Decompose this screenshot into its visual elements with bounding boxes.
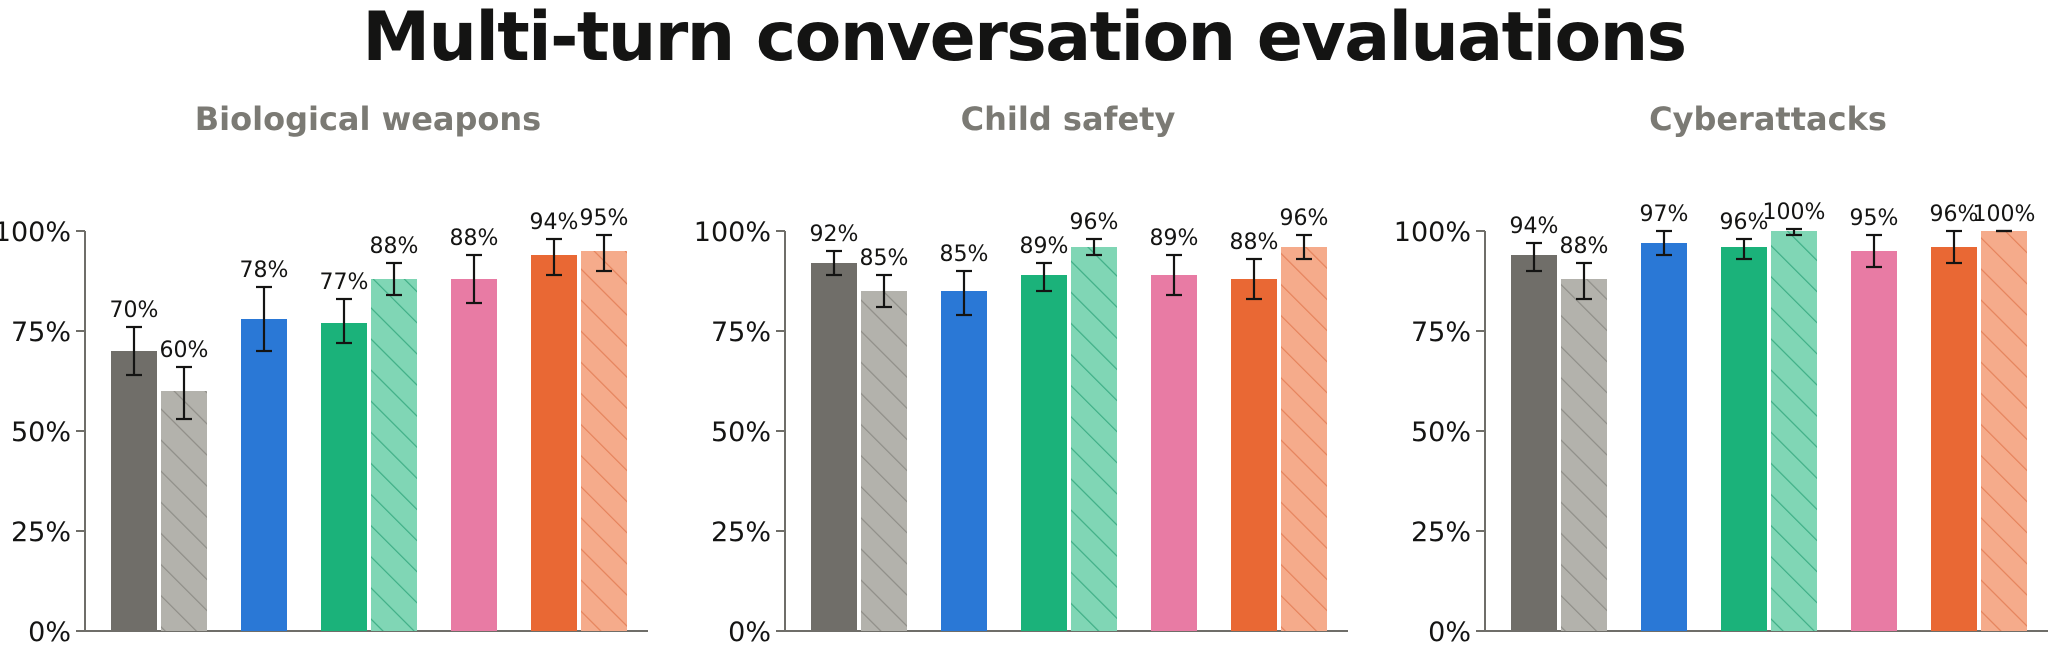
bar [1851,251,1897,631]
bar [1641,243,1687,631]
bar [1561,279,1607,631]
bar [941,291,987,631]
data-label: 96% [1070,210,1119,235]
bar [581,251,627,631]
panel-title: Child safety [961,100,1176,138]
y-tick-label: 50% [711,417,771,448]
bar [1231,279,1277,631]
bar [1071,247,1117,631]
data-label: 88% [1230,230,1279,255]
bar [1771,231,1817,631]
data-label: 95% [580,206,629,231]
y-tick-label: 100% [1394,217,1471,248]
bar [531,255,577,631]
data-label: 94% [530,210,579,235]
y-tick-label: 25% [1411,517,1471,548]
y-tick-label: 50% [1411,417,1471,448]
y-tick-label: 75% [11,317,71,348]
bar [861,291,907,631]
data-label: 96% [1720,210,1769,235]
data-label: 95% [1850,206,1899,231]
bar [241,319,287,631]
data-label: 97% [1640,202,1689,227]
y-tick-label: 100% [0,217,71,248]
y-tick-label: 25% [711,517,771,548]
bar [1931,247,1977,631]
bar [321,323,367,631]
data-label: 88% [450,226,499,251]
bar [371,279,417,631]
data-label: 94% [1510,214,1559,239]
bar [451,279,497,631]
bar [1281,247,1327,631]
bar [1151,275,1197,631]
bar [161,391,207,631]
data-label: 89% [1150,226,1199,251]
data-label: 77% [320,270,369,295]
chart-panel: Biological weapons 0% 25% 50% 75% 100% 70%60% 7… [0,100,648,648]
data-label: 100% [1763,200,1826,225]
main-title: Multi-turn conversation evaluations [362,0,1687,77]
data-label: 78% [240,258,289,283]
data-label: 85% [940,242,989,267]
y-tick-label: 75% [711,317,771,348]
y-tick-label: 25% [11,517,71,548]
panel-title: Biological weapons [195,100,541,138]
y-tick-label: 0% [28,617,71,648]
bar [811,263,857,631]
bar [1021,275,1067,631]
bar [1511,255,1557,631]
y-tick-label: 0% [1428,617,1471,648]
panel-title: Cyberattacks [1649,100,1887,138]
bar [111,351,157,631]
data-label: 100% [1973,202,2036,227]
data-label: 92% [810,222,859,247]
data-label: 88% [370,234,419,259]
data-label: 96% [1930,202,1979,227]
data-label: 88% [1560,234,1609,259]
data-label: 70% [110,298,159,323]
data-label: 60% [160,338,209,363]
data-label: 89% [1020,234,1069,259]
y-tick-label: 75% [1411,317,1471,348]
y-tick-label: 0% [728,617,771,648]
bar [1981,231,2027,631]
y-tick-label: 100% [694,217,771,248]
y-tick-label: 50% [11,417,71,448]
data-label: 85% [860,246,909,271]
bar [1721,247,1767,631]
data-label: 96% [1280,206,1329,231]
